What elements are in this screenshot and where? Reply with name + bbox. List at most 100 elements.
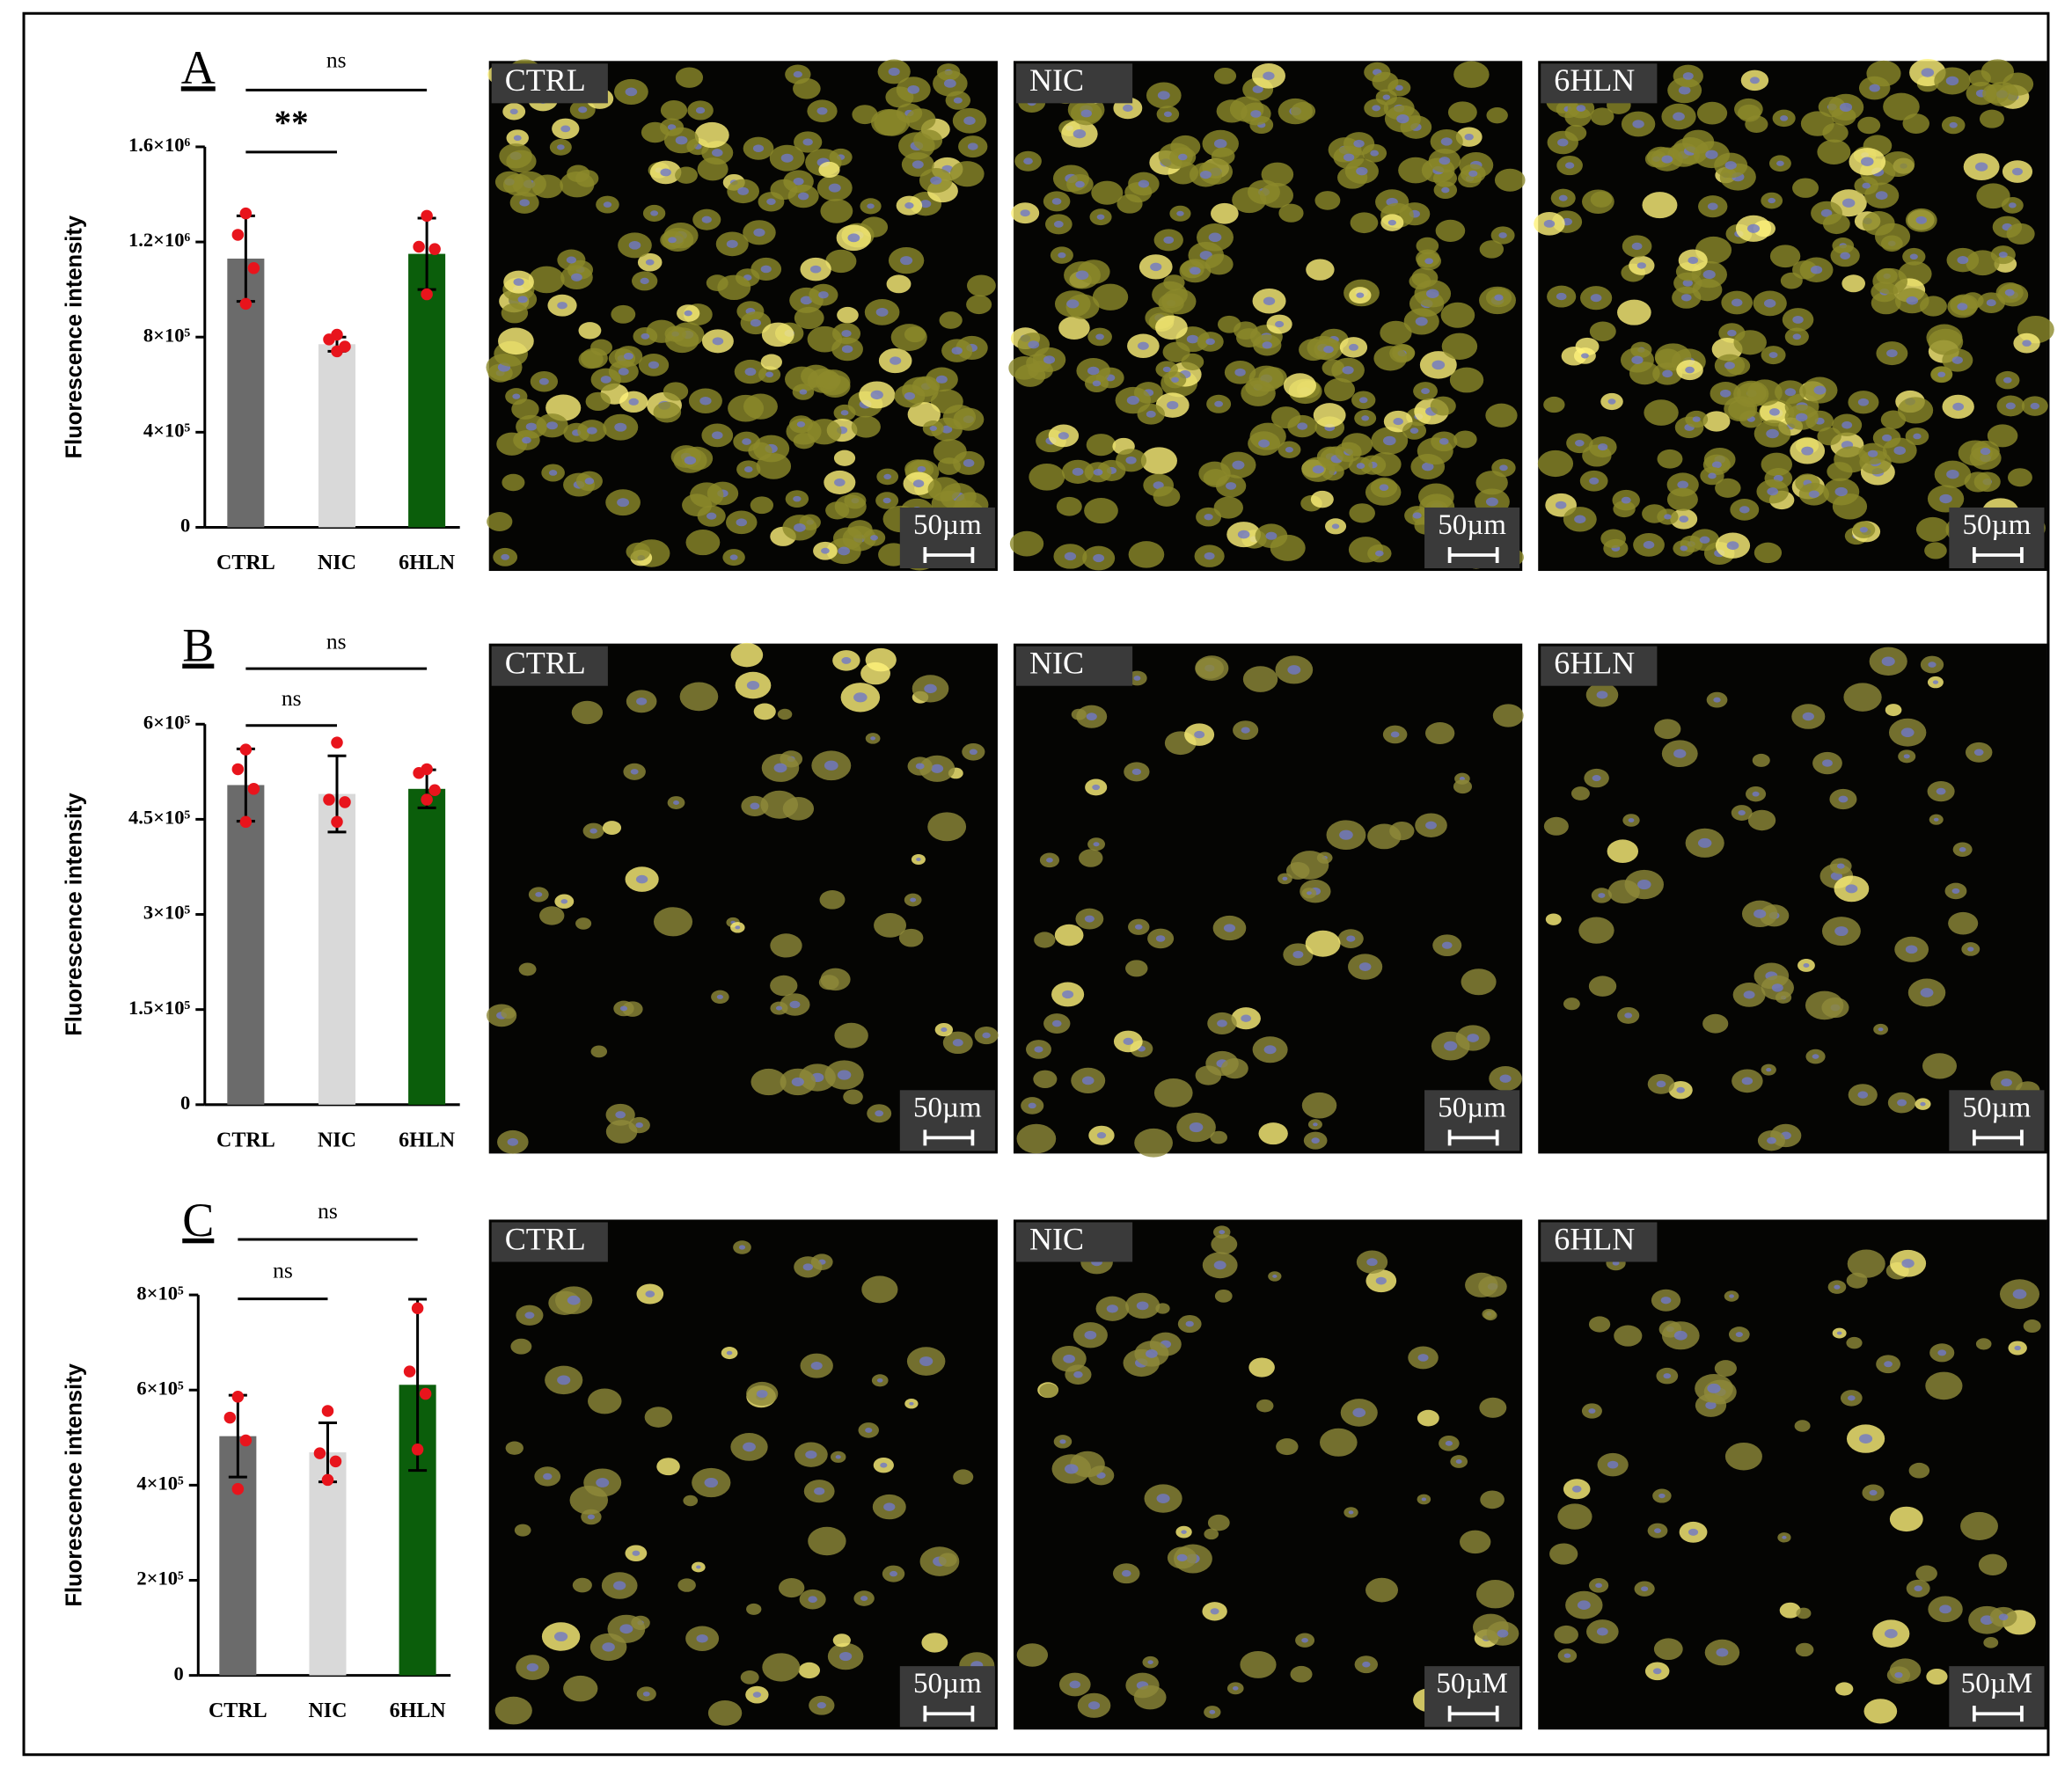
nucleus (1178, 153, 1188, 161)
cell (927, 477, 961, 502)
cell (1242, 666, 1278, 692)
cell (1259, 182, 1294, 208)
panel-letter: C (182, 1194, 214, 1246)
cell (1310, 490, 1334, 508)
nucleus (1485, 497, 1498, 507)
cell (605, 1120, 638, 1144)
scale-label: 50µm (1963, 1092, 2032, 1123)
nucleus (1125, 456, 1137, 464)
nucleus (1084, 1330, 1097, 1340)
cell (2023, 1319, 2041, 1334)
nucleus (916, 857, 921, 861)
nucleus (840, 410, 849, 416)
cell (1029, 463, 1065, 491)
nucleus (1937, 371, 1946, 377)
cell (1058, 316, 1090, 340)
nucleus (1075, 270, 1089, 281)
nucleus (1233, 1685, 1239, 1691)
cell (808, 1526, 846, 1556)
cell (1975, 1338, 1992, 1350)
nucleus (1636, 262, 1646, 269)
nucleus (1903, 754, 1910, 759)
nucleus (1768, 352, 1778, 359)
nucleus (1705, 150, 1718, 159)
nucleus (963, 458, 975, 467)
cell (750, 496, 774, 515)
x-tick-label: 6HLN (399, 552, 456, 574)
nucleus (1906, 296, 1919, 305)
cell (2007, 468, 2032, 487)
bar (408, 788, 446, 1105)
data-point (247, 783, 260, 795)
cell (1162, 341, 1190, 362)
nucleus (1857, 398, 1870, 406)
scale-box (1949, 1666, 2045, 1728)
nucleus (1285, 447, 1293, 453)
data-point (239, 207, 253, 220)
nucleus (650, 210, 659, 216)
cell (921, 1633, 948, 1653)
cell (819, 889, 846, 910)
nucleus (1339, 830, 1353, 840)
nucleus (1028, 1102, 1036, 1109)
significance-label: ns (282, 685, 302, 711)
nucleus (1838, 795, 1849, 803)
nucleus (1348, 343, 1358, 351)
nucleus (931, 764, 944, 773)
nucleus (917, 465, 926, 472)
nucleus (1939, 493, 1952, 504)
cell (1349, 503, 1375, 523)
cell (1416, 237, 1439, 255)
nucleus (1792, 315, 1804, 324)
nucleus (613, 1581, 626, 1590)
cell (1211, 147, 1235, 165)
nucleus (1062, 990, 1074, 999)
cell (1475, 471, 1508, 495)
nucleus (1897, 1099, 1907, 1107)
data-point (428, 784, 441, 796)
nucleus (1588, 1408, 1596, 1414)
nucleus (1186, 334, 1199, 344)
nucleus (1390, 731, 1400, 738)
significance-label: ns (326, 629, 347, 654)
cell (1737, 104, 1761, 122)
nucleus (912, 160, 924, 169)
data-point (239, 815, 253, 829)
nucleus (907, 84, 920, 94)
nucleus (1346, 935, 1356, 942)
cell (834, 494, 867, 519)
cell (1291, 101, 1316, 121)
bar (227, 785, 265, 1105)
nucleus (1673, 1330, 1688, 1341)
cell (1915, 1565, 1937, 1582)
cell (1889, 1506, 1923, 1532)
nucleus (1576, 105, 1586, 112)
nucleus (1282, 876, 1288, 881)
nucleus (1209, 1709, 1216, 1714)
nucleus (1769, 408, 1780, 416)
cell (1125, 960, 1148, 977)
nucleus (1424, 258, 1434, 265)
cell (949, 161, 985, 187)
nucleus (821, 547, 830, 554)
y-tick-label: 4.5×10⁵ (128, 807, 190, 829)
nucleus (1933, 817, 1939, 822)
nucleus (1986, 299, 1996, 307)
cell (1843, 683, 1882, 712)
nucleus (1859, 526, 1868, 533)
nucleus (1136, 1301, 1149, 1311)
nucleus (1241, 727, 1250, 734)
nucleus (526, 1663, 538, 1672)
cell (1453, 779, 1473, 794)
cell (1885, 704, 1902, 717)
cell (927, 812, 967, 842)
nucleus (1395, 84, 1403, 91)
nucleus (1946, 470, 1959, 479)
cell (1588, 976, 1617, 997)
nucleus (1795, 413, 1808, 422)
nucleus (1441, 186, 1450, 194)
nucleus (1034, 1046, 1043, 1053)
cell (1134, 1128, 1173, 1158)
scale-bar (1447, 1129, 1499, 1146)
cell (1779, 1602, 1801, 1619)
